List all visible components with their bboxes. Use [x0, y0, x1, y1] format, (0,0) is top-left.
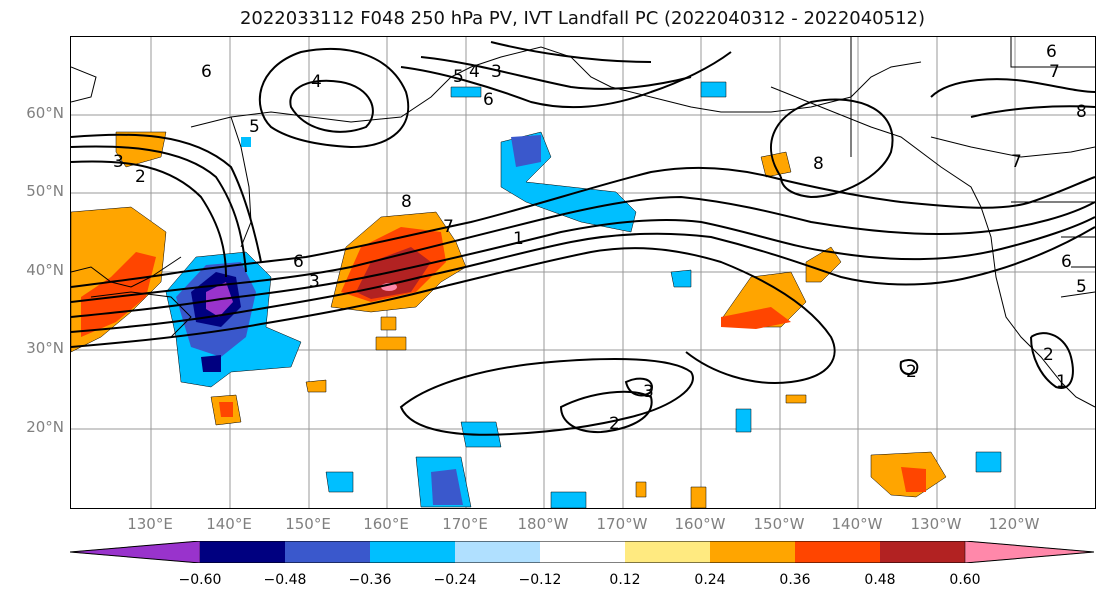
contour-label-2a: 2 [135, 167, 146, 187]
lon-label-140w: 140°W [831, 515, 883, 533]
colorbar-segment-3 [285, 541, 370, 563]
lat-label-40n: 40°N [26, 261, 64, 279]
lon-label-150e: 150°E [285, 515, 331, 533]
contour-label-3a: 3 [491, 62, 502, 82]
contour-label-6e: 6 [1061, 252, 1072, 272]
colorbar-segment-10 [880, 541, 965, 563]
contour-label-5c: 5 [1076, 277, 1087, 297]
contour-label-2b: 2 [609, 414, 620, 434]
colorbar-tick-4: −0.24 [433, 572, 477, 588]
contour-label-8b: 8 [813, 154, 824, 174]
lat-label-30n: 30°N [26, 339, 64, 357]
contour-label-2d: 2 [1043, 345, 1054, 365]
lat-label-50n: 50°N [26, 182, 64, 200]
contour-label-8a: 8 [401, 192, 412, 212]
lon-label-170e: 170°E [442, 515, 488, 533]
figure-title: 2022033112 F048 250 hPa PV, IVT Landfall… [239, 8, 926, 29]
lon-label-120w: 120°W [988, 515, 1040, 533]
lon-label-170w: 170°W [596, 515, 648, 533]
colorbar-segment-9 [795, 541, 880, 563]
contour-label-6b: 6 [483, 90, 494, 110]
contour-label-1b: 1 [1056, 372, 1067, 392]
colorbar-tick-10: 0.60 [949, 572, 981, 588]
colorbar-segment-6 [540, 541, 625, 563]
contour-label-4a: 4 [311, 72, 322, 92]
lon-label-150w: 150°W [753, 515, 805, 533]
colorbar-segment-11 [964, 541, 1094, 563]
colorbar [70, 541, 1094, 563]
colorbar-segment-4 [370, 541, 455, 563]
contour-label-6d: 6 [1046, 42, 1057, 62]
pv-anomaly-shading [71, 81, 1002, 508]
lon-label-160w: 160°W [674, 515, 726, 533]
colorbar-tick-9: 0.48 [864, 572, 896, 588]
lon-label-160e: 160°E [363, 515, 409, 533]
colorbar-tick-2: −0.48 [263, 572, 307, 588]
colorbar-tick-1: −0.60 [178, 572, 222, 588]
ivt-contours [71, 41, 1095, 436]
contour-label-8c: 8 [1076, 102, 1087, 122]
colorbar-segment-7 [625, 541, 710, 563]
lon-label-140e: 140°E [206, 515, 252, 533]
contour-label-3b: 3 [113, 152, 124, 172]
colorbar-segment-8 [710, 541, 795, 563]
colorbar-tick-8: 0.36 [779, 572, 811, 588]
contour-labels: 6 4 5 5 4 3 6 3 2 8 6 3 7 1 8 7 6 8 7 2 [113, 42, 1087, 434]
map-svg: 6 4 5 5 4 3 6 3 2 8 6 3 7 1 8 7 6 8 7 2 [71, 37, 1095, 508]
colorbar-segment-1 [70, 541, 201, 563]
contour-label-3c: 3 [309, 272, 320, 292]
contour-label-2c: 2 [906, 362, 917, 382]
lon-label-130w: 130°W [910, 515, 962, 533]
contour-label-6c: 6 [293, 252, 304, 272]
colorbar-tick-6: 0.12 [609, 572, 641, 588]
contour-label-6a: 6 [201, 62, 212, 82]
colorbar-tick-3: −0.36 [348, 572, 392, 588]
lon-label-130e: 130°E [127, 515, 173, 533]
map-panel: 6 4 5 5 4 3 6 3 2 8 6 3 7 1 8 7 6 8 7 2 [70, 36, 1096, 509]
contour-label-4b: 4 [469, 62, 480, 82]
lat-label-20n: 20°N [26, 418, 64, 436]
contour-label-1a: 1 [513, 229, 524, 249]
colorbar-segment-2 [200, 541, 285, 563]
colorbar-tick-7: 0.24 [694, 572, 726, 588]
contour-label-7a: 7 [443, 217, 454, 237]
contour-label-5b: 5 [453, 67, 464, 87]
contour-label-5a: 5 [249, 117, 260, 137]
colorbar-segment-5 [455, 541, 540, 563]
lon-label-180w: 180°W [517, 515, 569, 533]
contour-label-7c: 7 [1011, 152, 1022, 172]
colorbar-tick-5: −0.12 [518, 572, 562, 588]
contour-label-3d: 3 [643, 382, 654, 402]
contour-label-7b: 7 [1049, 62, 1060, 82]
lat-label-60n: 60°N [26, 104, 64, 122]
